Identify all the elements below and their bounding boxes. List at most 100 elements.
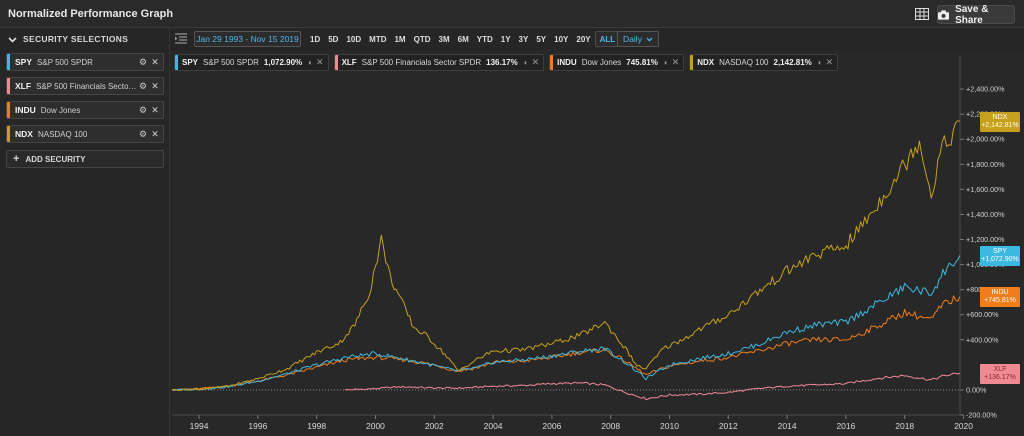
legend-name: S&P 500 Financials Sector SPDR [361,58,482,67]
legend-symbol: XLF [341,58,357,67]
x-tick-label: 1998 [307,421,326,431]
chevron-down-icon [646,37,653,42]
x-tick-label: 1994 [190,421,209,431]
remove-series-icon[interactable]: ✕ [671,57,680,67]
frequency-value: Daily [623,34,642,44]
end-label-value: +136.17% [984,373,1016,381]
remove-security-icon[interactable]: ✕ [151,128,159,139]
collapse-panel-icon[interactable] [175,33,187,44]
y-tick-label: +2,000.00% [966,135,1005,144]
save-share-button[interactable]: Save & Share [937,3,1015,26]
legend-name: NASDAQ 100 [719,58,769,67]
y-tick-label: -200.00% [966,411,997,420]
add-security-button[interactable]: + ADD SECURITY [6,150,164,168]
legend-percent: 1,072.90% [263,58,303,67]
period-qtd[interactable]: QTD [413,34,431,44]
y-tick-label: 0.00% [966,385,987,394]
legend-item-ndx[interactable]: NDX NASDAQ 100 2,142.81% ◐ ✕ [689,54,839,71]
legend-percent: 136.17% [486,58,518,67]
remove-security-icon[interactable]: ✕ [151,104,159,115]
save-share-label: Save & Share [955,3,989,26]
period-5d[interactable]: 5D [328,34,339,44]
end-label-value: +745.81% [984,297,1016,305]
series-color-bar [7,126,10,142]
security-name: S&P 500 Financials Sector S... [36,81,137,91]
remove-series-icon[interactable]: ✕ [316,57,324,67]
series-line-xlf [344,372,961,401]
end-label-value: +1,072.90% [981,256,1019,264]
end-label-xlf: XLF +136.17% [980,363,1020,384]
gear-icon[interactable]: ⚙ [138,128,148,139]
y-tick-label: +600.00% [966,310,999,319]
legend-symbol: SPY [182,58,199,67]
security-item-indu[interactable]: INDU Dow Jones ⚙ ✕ [6,101,164,119]
sidebar: SECURITY SELECTIONS SPY S&P 500 SPDR ⚙ ✕… [0,28,170,436]
plus-icon: + [13,153,20,165]
title-bar: Normalized Performance Graph Save & Shar… [0,0,1024,28]
security-item-ndx[interactable]: NDX NASDAQ 100 ⚙ ✕ [6,125,164,143]
legend-item-xlf[interactable]: XLF S&P 500 Financials Sector SPDR 136.17%… [333,54,545,71]
end-label-symbol: INDU [991,289,1009,297]
security-symbol: SPY [15,57,33,67]
legend-symbol: INDU [557,58,577,67]
x-tick-label: 2018 [895,421,914,431]
period-1d[interactable]: 1D [310,34,321,44]
security-name: NASDAQ 100 [37,129,88,139]
gear-icon[interactable]: ⚙ [138,56,148,67]
remove-series-icon[interactable]: ✕ [825,57,834,67]
security-item-spy[interactable]: SPY S&P 500 SPDR ⚙ ✕ [6,53,164,71]
y-tick-label: +1,600.00% [966,185,1005,194]
date-range-picker[interactable]: Jan 29 1993 - Nov 15 2019 [194,31,301,47]
camera-icon [938,9,950,20]
add-security-label: ADD SECURITY [25,154,86,164]
chart-legend: SPY S&P 500 SPDR 1,072.90% ◐ ✕ XLF S&P 500 Fin… [174,54,839,71]
period-6m[interactable]: 6M [457,34,469,44]
table-view-icon[interactable] [915,8,929,20]
y-tick-label: +1,800.00% [966,160,1005,169]
x-tick-label: 2012 [719,421,738,431]
period-3y[interactable]: 3Y [518,34,529,44]
remove-security-icon[interactable]: ✕ [151,80,159,91]
series-line-spy [171,255,961,391]
frequency-dropdown[interactable]: Daily [617,31,659,47]
period-all[interactable]: ALL [594,31,621,47]
period-3m[interactable]: 3M [438,34,450,44]
performance-chart[interactable]: -200.00%0.00%+400.00%+600.00%+800.00%+1,… [170,50,1024,436]
period-10y[interactable]: 10Y [554,34,569,44]
end-label-symbol: SPY [992,248,1007,256]
chart-area[interactable]: -200.00%0.00%+400.00%+600.00%+800.00%+1,… [170,50,1024,436]
series-line-indu [171,295,961,391]
app-title: Normalized Performance Graph [8,8,174,20]
hide-series-icon[interactable]: ◐ [663,58,669,67]
legend-name: Dow Jones [581,58,622,67]
security-item-xlf[interactable]: XLF S&P 500 Financials Sector S... ⚙ ✕ [6,77,164,95]
remove-security-icon[interactable]: ✕ [151,56,159,67]
period-ytd[interactable]: YTD [476,34,493,44]
gear-icon[interactable]: ⚙ [138,80,148,91]
period-1y[interactable]: 1Y [500,34,511,44]
series-color-bar [550,55,554,70]
y-tick-label: +2,400.00% [966,85,1005,94]
remove-series-icon[interactable]: ✕ [531,57,540,67]
period-selector: 1D 5D 10D MTD 1M QTD 3M 6M YTD 1Y 3Y 5Y 10Y 20Y ALL [306,31,621,47]
x-tick-label: 2002 [425,421,444,431]
series-color-bar [7,102,10,118]
x-tick-label: 2008 [601,421,620,431]
legend-item-indu[interactable]: INDU Dow Jones 745.81% ◐ ✕ [549,54,685,71]
y-tick-label: +1,200.00% [966,235,1005,244]
hide-series-icon[interactable]: ◐ [817,58,823,67]
gear-icon[interactable]: ⚙ [138,104,148,115]
hide-series-icon[interactable]: ◐ [523,58,529,67]
security-name: Dow Jones [40,105,81,115]
period-5y[interactable]: 5Y [536,34,547,44]
hide-series-icon[interactable]: ◐ [308,58,314,67]
security-selections-header[interactable]: SECURITY SELECTIONS [8,34,128,44]
period-mtd[interactable]: MTD [369,34,387,44]
end-label-ndx: NDX +2,142.81% [980,112,1020,133]
y-tick-label: +400.00% [966,335,999,344]
legend-name: S&P 500 SPDR [203,58,259,67]
period-1m[interactable]: 1M [394,34,406,44]
legend-item-spy[interactable]: SPY S&P 500 SPDR 1,072.90% ◐ ✕ [174,54,329,71]
period-20y[interactable]: 20Y [576,34,591,44]
period-10d[interactable]: 10D [346,34,362,44]
